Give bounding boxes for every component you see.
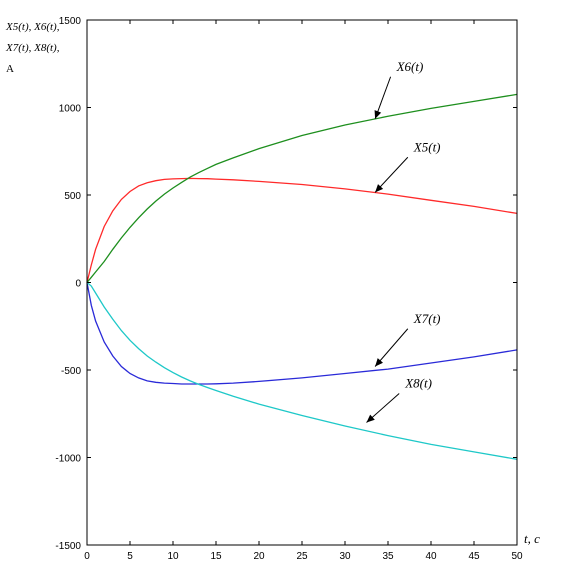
annotations-group: X6(t) X5(t) X7(t) X8(t) [366,59,441,423]
series-line-x8-t [86,281,518,460]
x-tick-label: 35 [382,551,394,562]
y-tick-label: 500 [64,191,81,202]
y-tick-label: 0 [75,279,81,290]
y-tick-label: 1000 [59,104,82,115]
series-line-x5-t [86,177,518,283]
annotation-label-x5-t: X5(t) [413,139,441,154]
x-tick-label: 40 [425,551,437,562]
y-axis-label-line-2: X7(t), X8(t), [5,42,60,54]
y-tick-label: -1000 [55,454,81,465]
annotation-arrowhead-x7-t [375,358,383,367]
x-tick-label: 5 [127,551,133,562]
x-tick-label: 10 [167,551,179,562]
y-tick-label: -1500 [55,541,81,552]
x-axis: 0 5 10 15 20 25 30 35 40 45 50 [84,20,523,562]
y-axis-label-line-1: X5(t), X6(t), [5,21,60,33]
series-line-x7-t [86,282,518,385]
series-line-x6-t [86,93,518,283]
y-tick-label: -500 [61,366,81,377]
y-tick-label: 1500 [59,16,82,27]
annotation-label-x7-t: X7(t) [413,311,441,326]
y-axis: -1500 -1000 -500 0 500 1000 1500 [55,16,517,552]
annotation-arrowhead-x6-t [374,110,382,119]
annotation-arrowhead-x8-t [366,414,375,423]
x-tick-label: 30 [339,551,351,562]
series-group [86,93,518,460]
x-axis-label: t, c [524,531,540,546]
y-axis-label-line-3: A [6,63,14,75]
plot-background [87,20,517,545]
x-tick-label: 0 [84,551,90,562]
annotation-arrowhead-x5-t [375,184,384,193]
annotation-label-x6-t: X6(t) [396,59,424,74]
x-tick-label: 15 [210,551,222,562]
y-axis-label: X5(t), X6(t), X7(t), X8(t), A [5,21,60,75]
x-tick-label: 25 [296,551,308,562]
annotation-arrow-x7-t [374,328,409,367]
x-tick-label: 50 [511,551,523,562]
annotation-label-x8-t: X8(t) [404,376,432,391]
x-tick-label: 20 [253,551,265,562]
x-tick-label: 45 [468,551,480,562]
